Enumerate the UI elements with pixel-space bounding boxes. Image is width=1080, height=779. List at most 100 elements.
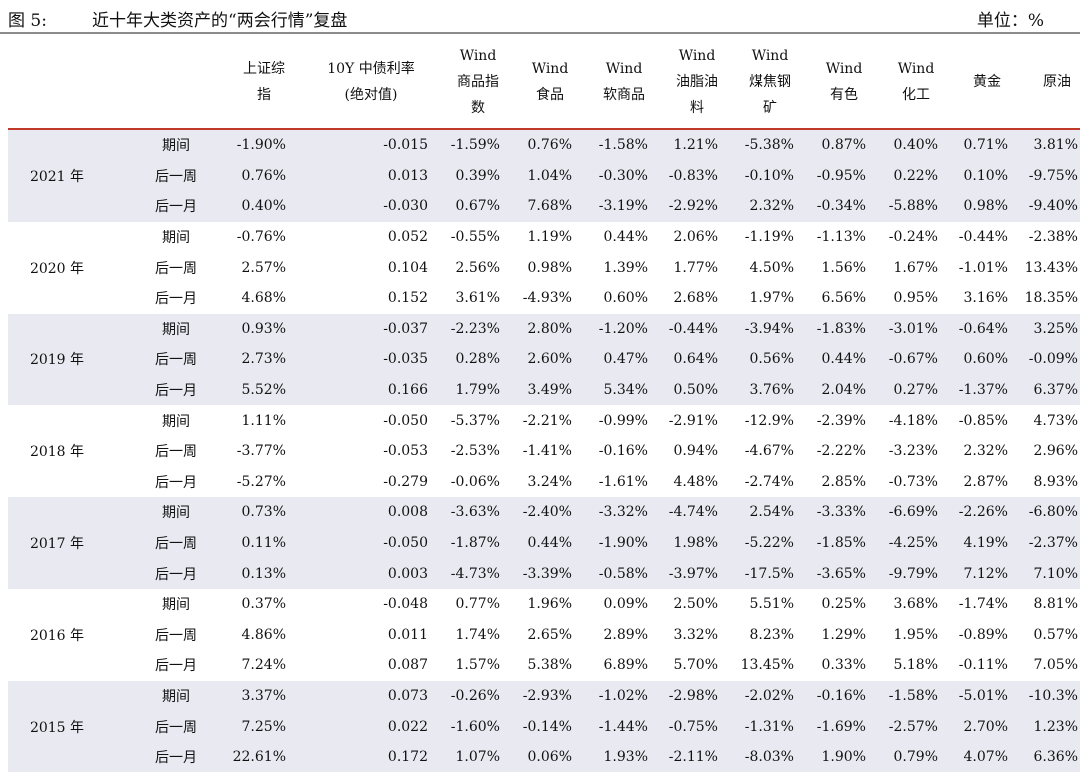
value-cell: 4.19% [952, 527, 1022, 559]
period-cell: 后一周 [106, 344, 228, 375]
value-cell: 2.89% [603, 626, 648, 643]
value-cell: 0.06% [514, 741, 586, 773]
period-cell: 后一周 [155, 444, 197, 461]
value-cell: -1.02% [586, 680, 662, 712]
table-row: 后一月 0.40% -0.030 0.67% 7.68% -3.19% -2.92% 2.32… [8, 191, 1080, 222]
value-cell: -0.89% [958, 626, 1008, 643]
period-cell: 后一月 [155, 474, 197, 491]
value-cell: 0.76% [228, 160, 300, 192]
column-header-0 [8, 36, 106, 129]
value-cell: -4.93% [522, 290, 572, 307]
value-cell: 0.10% [952, 160, 1022, 192]
value-cell: -1.69% [808, 711, 880, 742]
value-cell: 0.073 [300, 680, 442, 712]
value-cell: -1.87% [442, 527, 514, 559]
value-cell: 4.86% [241, 626, 286, 643]
value-cell: 1.97% [749, 290, 794, 307]
table-row: 2016 年 期间 0.37% -0.048 0.77% 1.96% 0.09% 2.50% 5… [8, 589, 1080, 644]
value-cell: 0.47% [586, 344, 662, 375]
value-cell: 5.38% [527, 657, 572, 674]
value-cell: -2.22% [816, 443, 866, 460]
value-cell: -9.79% [880, 558, 952, 589]
value-cell: -4.74% [662, 497, 732, 528]
value-cell: -0.76% [236, 229, 286, 246]
value-cell: 6.89% [603, 657, 648, 674]
value-cell: 1.79% [442, 374, 514, 406]
value-cell: 0.39% [442, 160, 514, 192]
value-cell: 0.73% [228, 497, 300, 528]
value-cell: 0.44% [603, 229, 648, 246]
value-cell: 0.94% [673, 443, 718, 460]
table-row: 后一周 0.11% -0.050 -1.87% 0.44% -1.90% 1.98% -5.2… [8, 527, 1080, 559]
value-cell: -2.37% [1022, 527, 1080, 559]
value-cell: -0.44% [958, 229, 1008, 246]
value-cell: -3.94% [732, 313, 808, 345]
value-cell: 13.45% [740, 657, 794, 674]
value-cell: -0.67% [880, 344, 952, 375]
value-cell: -5.01% [952, 680, 1022, 712]
value-cell: -1.58% [586, 129, 662, 161]
value-cell: 1.39% [603, 259, 648, 276]
period-cell: 后一周 [155, 260, 197, 277]
value-cell: -5.38% [732, 129, 808, 161]
value-cell: 0.22% [880, 160, 952, 192]
value-cell: 5.34% [586, 374, 662, 406]
value-cell: 0.87% [808, 129, 880, 161]
value-cell: -0.44% [662, 313, 732, 345]
column-header-line: 煤焦钢 [749, 74, 791, 90]
value-cell: 0.172 [300, 741, 442, 773]
column-header-line: Wind [678, 48, 716, 64]
value-cell: 18.35% [1024, 290, 1078, 307]
column-header-line: 食品 [536, 87, 564, 103]
period-cell: 后一月 [106, 558, 228, 589]
value-cell: 0.003 [300, 558, 442, 589]
value-cell: -9.40% [1022, 191, 1080, 222]
value-cell: 2.32% [963, 443, 1008, 460]
value-cell: 0.98% [527, 259, 572, 276]
value-cell: -3.65% [808, 558, 880, 589]
value-cell: 3.76% [732, 374, 808, 406]
column-header-11: 黄金 [952, 36, 1022, 129]
column-header-line: Wind [531, 61, 569, 77]
value-cell: -2.26% [952, 497, 1022, 528]
value-cell: 2.60% [514, 344, 586, 375]
value-cell: -1.83% [808, 313, 880, 345]
value-cell: 3.32% [673, 626, 718, 643]
value-cell: -3.33% [808, 497, 880, 528]
table-row: 后一月 22.61% 0.172 1.07% 0.06% 1.93% -2.11% -8.03… [8, 741, 1080, 773]
value-cell: -2.40% [514, 497, 586, 528]
period-cell: 期间 [106, 680, 228, 712]
period-cell: 后一月 [155, 291, 197, 308]
value-cell: 5.70% [673, 657, 718, 674]
value-cell: 1.93% [586, 741, 662, 773]
value-cell: 1.04% [514, 160, 586, 192]
value-cell: 4.48% [673, 473, 718, 490]
table-row: 2021 年期间 -1.90% -0.015 -1.59% 0.76% -1.58% 1.2… [8, 129, 1080, 222]
year-cell: 2019 年 [8, 313, 106, 406]
column-header-line: Wind [751, 48, 789, 64]
value-cell: -0.06% [450, 473, 500, 490]
value-cell: -0.95% [808, 160, 880, 192]
table-row: 后一周 2.73% -0.035 0.28% 2.60% 0.47% 0.64% 0.56% 0… [8, 344, 1080, 375]
period-cell: 后一月 [106, 374, 228, 406]
value-cell: -0.050 [300, 527, 442, 559]
value-cell: 0.40% [880, 129, 952, 161]
value-cell: 2.56% [455, 259, 500, 276]
column-header-line: 上证综 [243, 61, 285, 77]
column-header-9: Wind 有色 [808, 36, 880, 129]
column-header-line: Wind [459, 48, 497, 64]
value-cell: 0.95% [893, 290, 938, 307]
value-cell: -0.58% [586, 558, 662, 589]
value-cell: -0.83% [662, 160, 732, 192]
value-cell: -0.030 [300, 191, 442, 222]
column-header-8: Wind 煤焦钢矿 [732, 36, 808, 129]
figure-number: 图 5: [8, 11, 47, 31]
value-cell: 0.40% [228, 191, 300, 222]
value-cell: -2.57% [880, 711, 952, 742]
value-cell: -1.20% [586, 313, 662, 345]
value-cell: 1.57% [455, 657, 500, 674]
value-cell: 7.68% [514, 191, 586, 222]
column-header-line: Wind [897, 61, 935, 77]
value-cell: 5.51% [749, 596, 794, 613]
value-cell: 5.52% [228, 374, 300, 406]
